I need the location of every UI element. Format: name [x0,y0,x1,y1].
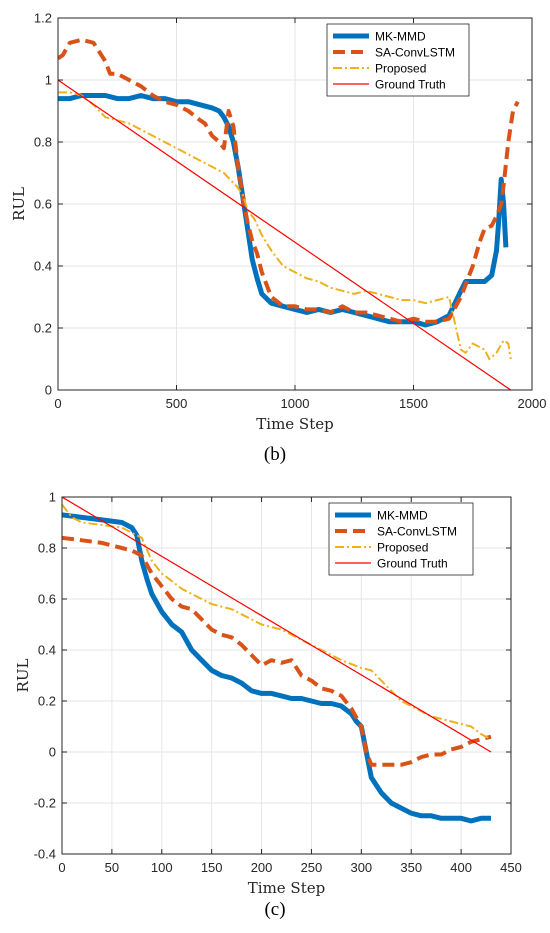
y-tick-label: 0.6 [38,592,56,607]
axes-box [61,496,512,855]
legend: MK-MMD SA-ConvLSTM Proposed Ground Truth [328,502,474,576]
legend-label-proposed: Proposed [375,62,426,76]
y-axis-label: RUL [14,659,32,693]
chart-caption: (c) [264,899,285,920]
x-tick-label: 0 [54,396,61,411]
legend-label-proposed: Proposed [377,541,428,555]
y-tick-label: 1 [49,490,56,505]
y-tick-label: 0.2 [38,694,56,709]
series-line-sa-convlstm [58,37,520,324]
y-tick-label: 1 [45,73,52,88]
y-tick-label: 0.4 [34,259,52,274]
y-axis-label: RUL [10,187,28,221]
y-tick-label: 1.2 [34,11,52,26]
series-line-ground-truth [62,497,492,753]
series-line-proposed [58,91,512,360]
y-tick-label: 0.8 [34,135,52,150]
legend-label-ground-truth: Ground Truth [375,78,446,92]
y-tick-label: -0.4 [34,847,56,862]
legend: MK-MMD SA-ConvLSTM Proposed Ground Truth [326,23,470,97]
x-tick-label: 0 [58,860,65,875]
x-tick-label: 450 [500,860,522,875]
series-line-ground-truth [58,79,512,390]
x-tick-label: 200 [251,860,273,875]
legend-label-ground-truth: Ground Truth [377,557,448,571]
series-line-mk-mmd [62,512,491,824]
x-tick-label: 250 [301,860,323,875]
legend-label-sa-convlstm: SA-ConvLSTM [377,525,457,539]
x-tick-label: 50 [105,860,119,875]
chart-2: 0 50 100 150 200 250 300 350 400 450 -0.4 -0.2 0 0.2 0… [14,490,522,921]
y-tick-label: 0.8 [38,541,56,556]
x-tick-label: 500 [166,396,188,411]
x-tick-label: 300 [350,860,372,875]
legend-label-mk-mmd: MK-MMD [377,509,428,523]
x-tick-label: 350 [400,860,422,875]
legend-label-sa-convlstm: SA-ConvLSTM [375,46,455,60]
y-tick-label: 0.4 [38,643,56,658]
x-tick-label: 400 [450,860,472,875]
y-tick-label: 0 [49,745,56,760]
x-tick-label: 1000 [281,396,310,411]
legend-label-mk-mmd: MK-MMD [375,30,426,44]
x-tick-label: 1500 [399,396,428,411]
chart-caption: (b) [264,444,286,465]
x-axis-label: Time Step [256,415,333,433]
x-tick-label: 2000 [518,396,547,411]
y-tick-label: -0.2 [34,796,56,811]
chart-1: 0 500 1000 1500 2000 0 0.2 0.4 0.6 0.8 1 1.2 Time St… [10,11,546,466]
series-line-proposed [62,503,492,741]
y-tick-label: 0.2 [34,321,52,336]
y-tick-label: 0 [45,383,52,398]
x-tick-label: 150 [201,860,223,875]
x-tick-label: 100 [151,860,173,875]
y-tick-label: 0.6 [34,197,52,212]
x-axis-label: Time Step [248,879,325,897]
series-line-sa-convlstm [62,535,492,767]
